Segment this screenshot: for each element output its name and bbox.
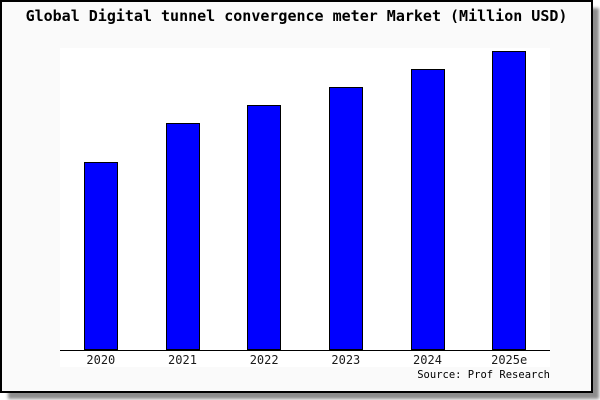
chart-title: Global Digital tunnel convergence meter … [25,7,568,25]
bar-2023 [328,87,363,350]
x-tick-label-2023: 2023 [331,353,361,367]
x-tick-label-2022: 2022 [249,353,279,367]
plot-area: 2020 2021 2022 2023 2024 2025e [60,48,550,367]
x-tick-label-2025e: 2025e [491,353,528,367]
bar-2020 [83,162,118,350]
bar-2022 [247,105,282,350]
bar-2021 [165,123,200,350]
x-tick-label-2024: 2024 [413,353,442,367]
x-axis-line [60,350,550,351]
x-tick-label-2021: 2021 [168,353,197,367]
x-tick-label-2020: 2020 [86,353,116,367]
bar-2024 [410,69,445,350]
bar-2025e [492,51,527,350]
source-label: Source: Prof Research [417,369,550,381]
chart-card: Global Digital tunnel convergence meter … [0,0,593,393]
